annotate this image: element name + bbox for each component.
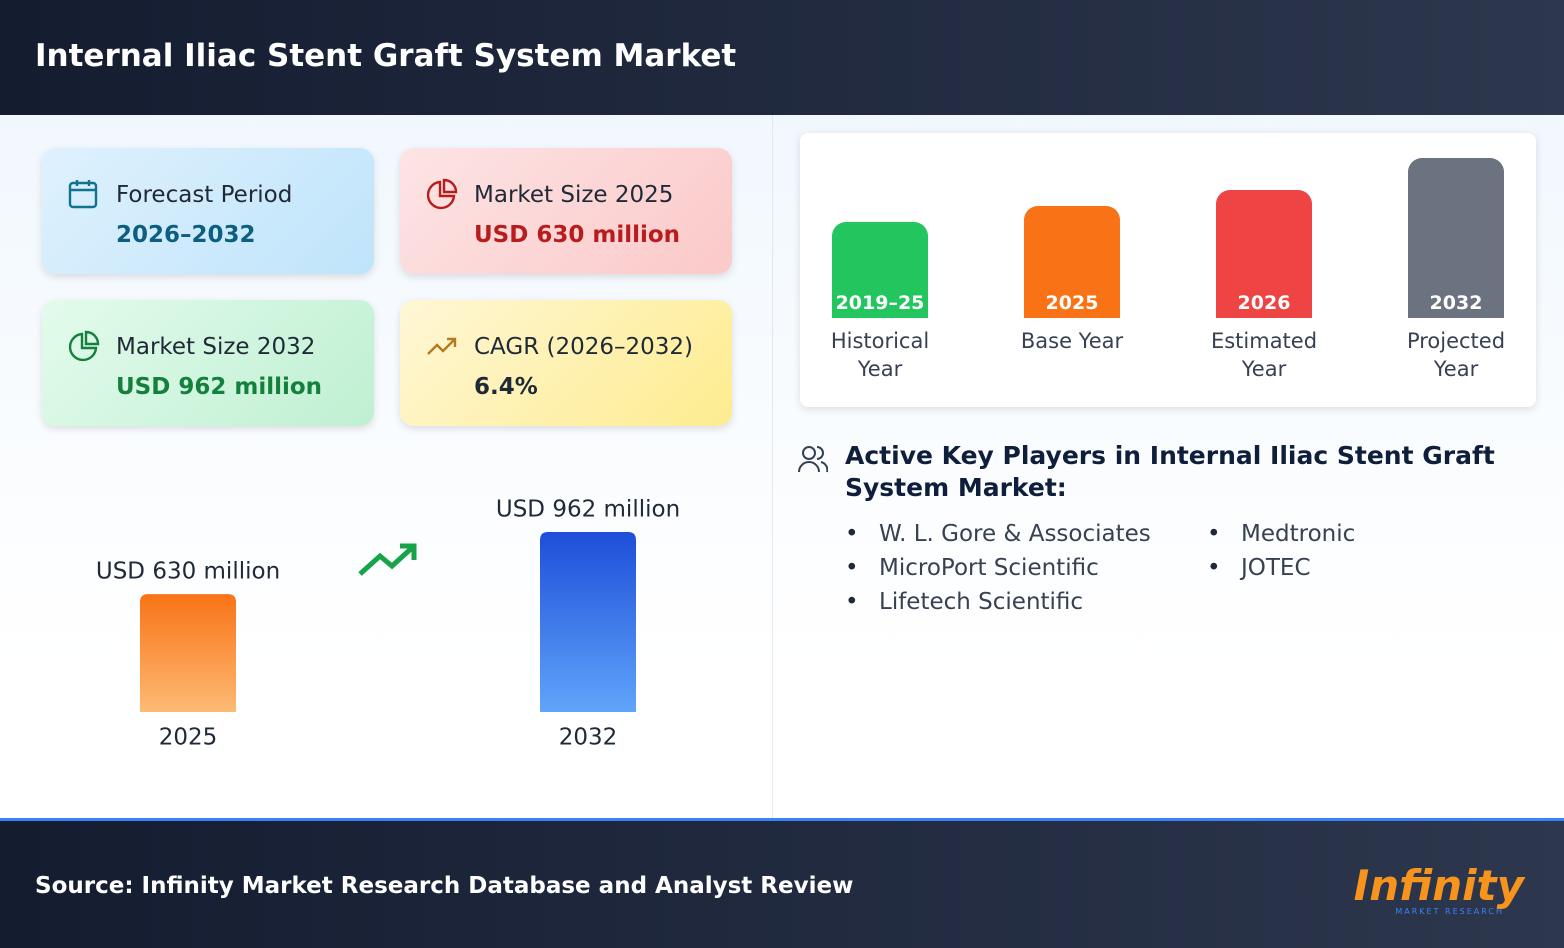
card: Market Size 2025 USD 630 million bbox=[400, 148, 732, 274]
timeline-bar: 2025 bbox=[1024, 206, 1120, 318]
timeline-bar: 2032 bbox=[1408, 158, 1504, 318]
card-value: 6.4% bbox=[474, 374, 538, 400]
title: Internal Iliac Stent Graft System Market bbox=[35, 38, 737, 74]
player: JOTEC bbox=[1207, 555, 1310, 581]
player: MicroPort Scientific bbox=[845, 555, 1099, 581]
card-label: Forecast Period bbox=[116, 182, 293, 208]
trend-arrow bbox=[400, 543, 417, 560]
calendar-icon bbox=[68, 180, 98, 209]
card-value: USD 630 million bbox=[474, 222, 681, 248]
card-label: Market Size 2032 bbox=[116, 334, 316, 360]
bar bbox=[540, 532, 636, 712]
divider bbox=[772, 115, 773, 818]
trend-arrow bbox=[358, 544, 416, 576]
player: Medtronic bbox=[1207, 521, 1355, 547]
people-icon bbox=[798, 446, 828, 473]
player: W. L. Gore & Associates bbox=[845, 521, 1151, 547]
header: Internal Iliac Stent Graft System Market bbox=[0, 0, 1564, 115]
timeline-bar: 2026 bbox=[1216, 190, 1312, 318]
card-label: Market Size 2025 bbox=[474, 182, 674, 208]
bar bbox=[140, 594, 236, 712]
pie-icon bbox=[68, 330, 100, 362]
value-label: USD 630 million bbox=[96, 559, 280, 585]
timeline-label: Estimated Year bbox=[1210, 329, 1318, 381]
footer: Source: Infinity Market Research Databas… bbox=[0, 818, 1564, 948]
timeline-label: Historical Year bbox=[830, 329, 930, 381]
trend-icon bbox=[427, 337, 457, 355]
card: Forecast Period 2026–2032 bbox=[42, 148, 374, 274]
x-tick-label: 2032 bbox=[559, 725, 618, 751]
card-value: 2026–2032 bbox=[116, 222, 256, 248]
timeline-label: Projected Year bbox=[1406, 329, 1506, 381]
value-label: USD 962 million bbox=[496, 497, 680, 523]
pie-icon bbox=[426, 178, 458, 210]
mini-chart: USD 630 million 2025 USD 962 million 2032 bbox=[96, 497, 680, 751]
card: Market Size 2032 USD 962 million bbox=[42, 300, 374, 426]
timeline-bar: 2019–25 bbox=[832, 222, 928, 318]
x-tick-label: 2025 bbox=[159, 725, 218, 751]
timeline-card: 2019–25 Historical Year 2025 Base Year 2026 E… bbox=[800, 133, 1536, 407]
card-label: CAGR (2026–2032) bbox=[474, 334, 694, 360]
logo: Infinity bbox=[1353, 861, 1524, 910]
logo-subtitle: MARKET RESEARCH bbox=[1395, 907, 1504, 916]
players-title: Active Key Players in Internal Iliac Ste… bbox=[845, 441, 1495, 502]
source: Source: Infinity Market Research Databas… bbox=[35, 873, 854, 899]
card: CAGR (2026–2032) 6.4% bbox=[400, 300, 732, 426]
timeline-label: Base Year bbox=[1020, 329, 1124, 353]
card-value: USD 962 million bbox=[116, 374, 323, 400]
player: Lifetech Scientific bbox=[845, 589, 1083, 615]
